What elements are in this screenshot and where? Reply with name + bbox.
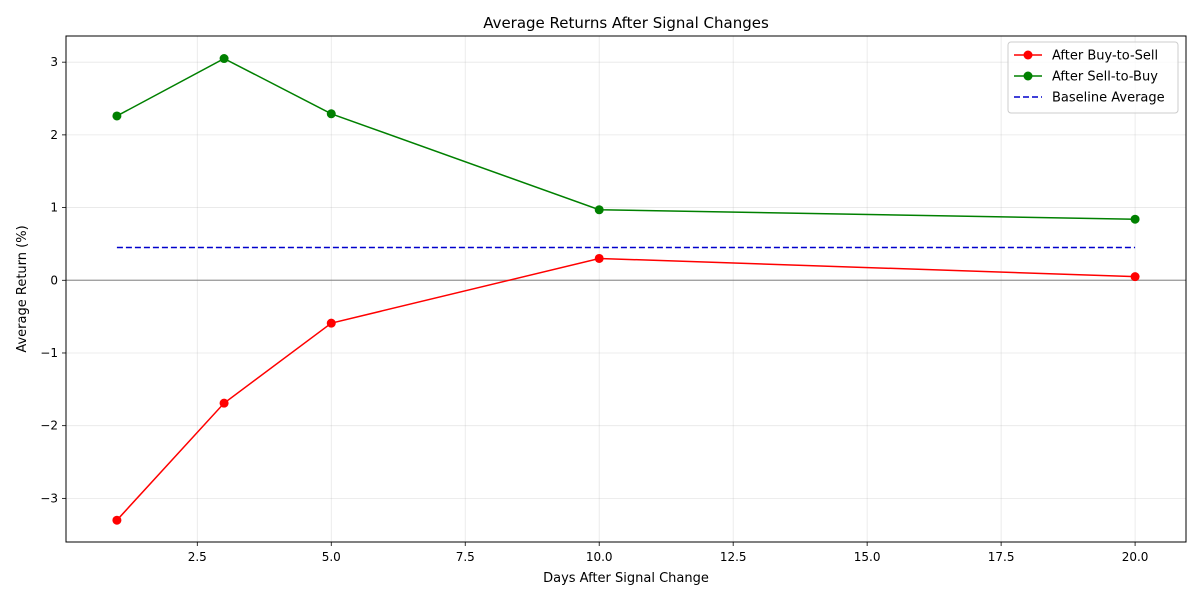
x-tick-label: 10.0 [586, 550, 613, 564]
data-point [112, 111, 122, 121]
x-tick-label: 12.5 [720, 550, 747, 564]
legend-label: Baseline Average [1052, 91, 1165, 106]
data-point [219, 398, 229, 408]
data-point [326, 318, 336, 328]
chart-title: Average Returns After Signal Changes [483, 14, 769, 32]
y-tick-label: 2 [50, 128, 58, 142]
series-layer [112, 54, 1140, 525]
x-axis-ticks: 2.5 5.0 7.5 10.0 12.5 15.0 17.5 20.0 [188, 542, 1149, 564]
legend-box [1007, 41, 1179, 114]
data-point [1130, 214, 1140, 224]
x-tick-label: 7.5 [456, 550, 475, 564]
x-tick-label: 5.0 [322, 550, 341, 564]
data-point [112, 515, 122, 525]
x-axis-label: Days After Signal Change [543, 571, 709, 586]
y-tick-label: 0 [50, 273, 58, 287]
y-tick-label: −2 [40, 419, 58, 433]
data-point [326, 109, 336, 119]
y-tick-label: −1 [40, 346, 58, 360]
legend-label: After Buy-to-Sell [1052, 49, 1158, 64]
y-axis-label: Average Return (%) [15, 225, 30, 352]
legend-marker [1023, 71, 1033, 81]
data-point [1130, 272, 1140, 282]
series-line [116, 257, 1136, 521]
data-point [594, 253, 604, 263]
y-axis-ticks: −3 −2 −1 0 1 2 3 [40, 55, 66, 505]
data-point [594, 205, 604, 215]
legend-label: After Sell-to-Buy [1052, 70, 1158, 85]
y-tick-label: 3 [50, 55, 58, 69]
plot-frame [65, 35, 1187, 543]
y-tick-label: 1 [50, 201, 58, 215]
series-line [116, 57, 1136, 220]
x-tick-label: 15.0 [854, 550, 881, 564]
x-tick-label: 2.5 [188, 550, 207, 564]
data-point [219, 54, 229, 64]
legend: After Buy-to-Sell After Sell-to-Buy Baseli… [1007, 41, 1179, 114]
x-tick-label: 20.0 [1122, 550, 1149, 564]
legend-marker [1023, 50, 1033, 60]
y-tick-label: −3 [40, 491, 58, 505]
x-tick-label: 17.5 [988, 550, 1015, 564]
